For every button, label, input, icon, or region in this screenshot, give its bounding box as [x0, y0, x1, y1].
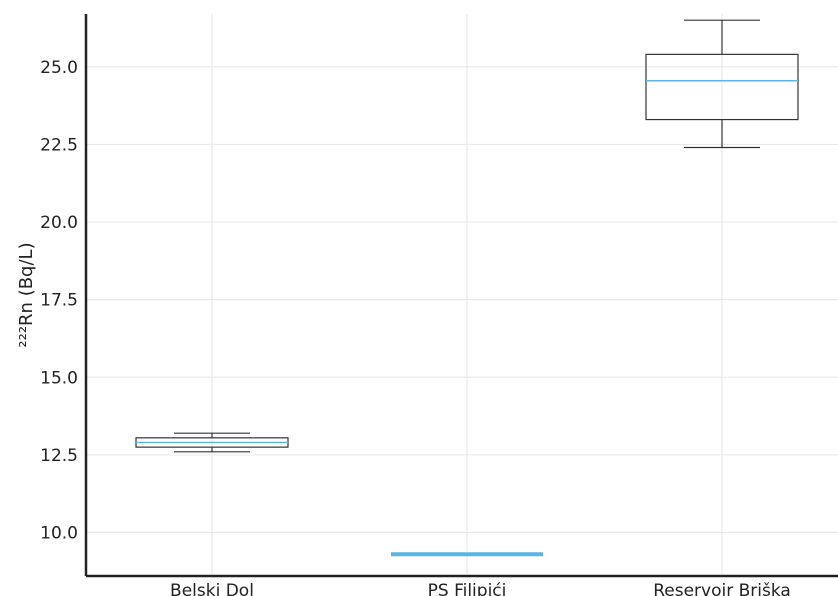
- y-tick-label: 20.0: [40, 213, 78, 233]
- x-tick-labels: Belski Dol PS Filipići Reservoir Briška: [170, 581, 791, 596]
- box-rect: [645, 53, 799, 121]
- box-3: [645, 19, 799, 149]
- boxes: [135, 19, 799, 557]
- y-tick-label: 12.5: [40, 446, 78, 466]
- x-tick-label: Reservoir Briška: [653, 581, 791, 596]
- y-tick-label: 25.0: [40, 58, 78, 78]
- y-axis-title: ²²²Rn (Bq/L): [16, 242, 37, 347]
- y-tick-label: 22.5: [40, 135, 78, 155]
- y-tick-label: 10.0: [40, 524, 78, 544]
- y-tick-label: 15.0: [40, 368, 78, 388]
- y-tick-labels: 10.0 12.5 15.0 17.5 20.0 22.5 25.0: [40, 58, 78, 544]
- box-1: [135, 432, 289, 453]
- x-tick-label: PS Filipići: [428, 581, 507, 596]
- y-tick-label: 17.5: [40, 291, 78, 311]
- axes: [84, 14, 838, 578]
- grid-lines: [86, 14, 838, 576]
- x-tick-label: Belski Dol: [170, 581, 254, 596]
